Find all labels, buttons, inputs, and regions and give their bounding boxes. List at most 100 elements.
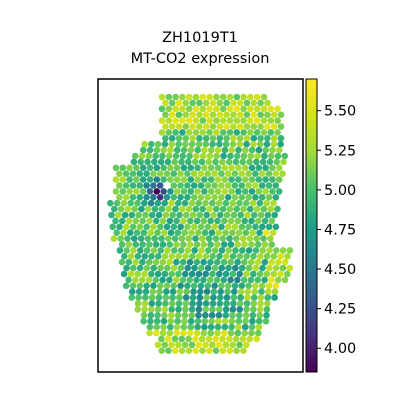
expression-spot bbox=[165, 117, 173, 124]
expression-spot bbox=[177, 282, 184, 290]
expression-spot bbox=[194, 146, 201, 154]
expression-spot bbox=[281, 258, 289, 266]
expression-spot bbox=[132, 241, 140, 248]
expression-spot bbox=[247, 258, 255, 266]
expression-spot bbox=[155, 211, 163, 219]
expression-spot bbox=[151, 158, 158, 166]
expression-spot bbox=[196, 135, 203, 142]
expression-spot bbox=[269, 176, 276, 183]
expression-spot bbox=[234, 241, 242, 248]
expression-spot bbox=[275, 164, 283, 172]
expression-spot bbox=[268, 217, 276, 225]
expression-spot bbox=[187, 176, 195, 183]
expression-spot bbox=[227, 217, 235, 225]
expression-spot bbox=[182, 140, 189, 148]
expression-spot bbox=[190, 282, 198, 290]
expression-spot bbox=[267, 235, 274, 242]
expression-spot bbox=[137, 235, 145, 242]
expression-spot bbox=[248, 164, 256, 172]
expression-spot bbox=[120, 199, 128, 207]
expression-spot bbox=[195, 312, 202, 319]
expression-spot bbox=[190, 288, 197, 296]
expression-spot bbox=[222, 312, 229, 319]
expression-spot bbox=[198, 264, 205, 272]
expression-spot bbox=[133, 188, 140, 195]
expression-spot bbox=[258, 170, 266, 177]
expression-spot bbox=[253, 235, 260, 242]
expression-spot bbox=[137, 158, 144, 166]
expression-spot bbox=[212, 235, 220, 242]
expression-spot bbox=[209, 341, 216, 349]
expression-spot bbox=[265, 170, 273, 177]
expression-spot bbox=[158, 335, 165, 343]
expression-spot bbox=[210, 211, 217, 219]
expression-spot bbox=[220, 241, 228, 248]
expression-spot bbox=[214, 329, 221, 337]
expression-spot bbox=[226, 235, 233, 242]
expression-spot bbox=[189, 99, 196, 107]
expression-spot bbox=[140, 146, 147, 154]
expression-spot bbox=[170, 182, 178, 189]
expression-spot bbox=[153, 164, 161, 172]
expression-spot bbox=[122, 170, 130, 177]
expression-spot bbox=[265, 282, 273, 290]
expression-spot bbox=[192, 93, 200, 101]
expression-spot bbox=[214, 323, 222, 331]
expression-spot bbox=[207, 329, 214, 337]
expression-spot bbox=[226, 117, 234, 124]
expression-spot bbox=[249, 317, 256, 325]
expression-spot bbox=[157, 158, 165, 166]
expression-spot bbox=[182, 111, 190, 118]
expression-spot bbox=[218, 194, 225, 201]
expression-spot bbox=[238, 282, 246, 290]
expression-spot bbox=[199, 205, 206, 213]
expression-spot bbox=[214, 164, 222, 172]
expression-spot bbox=[198, 335, 206, 343]
expression-spot bbox=[198, 247, 205, 254]
expression-spot bbox=[229, 312, 236, 319]
expression-spot bbox=[212, 158, 219, 166]
expression-spot bbox=[236, 300, 244, 307]
expression-spot bbox=[222, 229, 229, 236]
expression-spot bbox=[145, 258, 153, 266]
expression-spot bbox=[132, 276, 139, 284]
expression-spot bbox=[175, 111, 183, 118]
expression-spot bbox=[241, 241, 248, 248]
expression-spot bbox=[214, 188, 222, 195]
expression-spot bbox=[197, 288, 204, 296]
expression-spot bbox=[146, 176, 154, 183]
expression-spot bbox=[216, 123, 224, 130]
expression-spot bbox=[247, 105, 254, 113]
expression-spot bbox=[256, 140, 264, 148]
expression-spot bbox=[176, 211, 183, 219]
expression-spot bbox=[204, 223, 212, 231]
expression-spot bbox=[154, 312, 161, 319]
expression-spot bbox=[211, 264, 219, 272]
expression-spot bbox=[275, 176, 283, 183]
expression-spot bbox=[139, 188, 147, 195]
expression-spot bbox=[162, 211, 170, 219]
expression-spot bbox=[199, 235, 206, 242]
expression-spot bbox=[108, 211, 115, 219]
expression-spot bbox=[182, 123, 190, 130]
expression-spot bbox=[221, 317, 229, 325]
expression-spot bbox=[182, 252, 189, 260]
expression-spot bbox=[126, 164, 133, 172]
expression-spot bbox=[261, 258, 269, 266]
expression-spot bbox=[255, 188, 263, 195]
expression-spot bbox=[219, 93, 227, 101]
expression-spot bbox=[220, 152, 227, 160]
expression-spot bbox=[234, 258, 241, 266]
expression-spot bbox=[199, 347, 206, 355]
expression-spot bbox=[215, 341, 223, 349]
expression-spot bbox=[143, 182, 150, 189]
expression-spot bbox=[200, 241, 208, 248]
expression-spot bbox=[248, 217, 255, 225]
expression-spot bbox=[158, 205, 166, 213]
expression-spot bbox=[222, 341, 230, 349]
expression-spot bbox=[272, 282, 280, 290]
expression-spot bbox=[130, 247, 137, 254]
expression-spot bbox=[231, 282, 239, 290]
expression-spot bbox=[184, 170, 191, 177]
expression-spot bbox=[243, 270, 250, 278]
